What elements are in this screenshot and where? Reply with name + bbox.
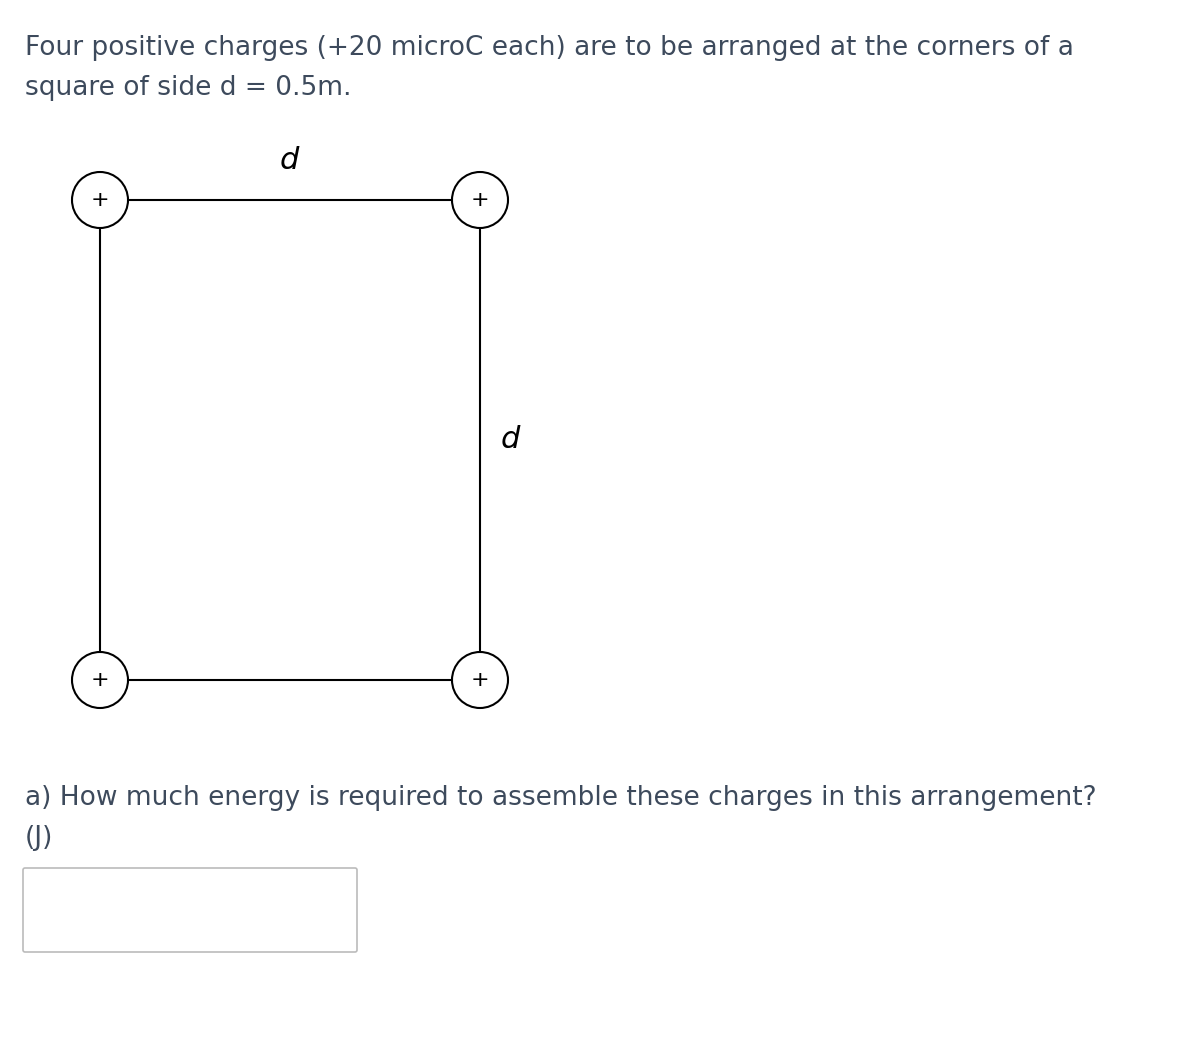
Text: +: + [471, 190, 489, 210]
Text: +: + [91, 190, 109, 210]
Text: Four positive charges (+20 microC each) are to be arranged at the corners of a: Four positive charges (+20 microC each) … [25, 35, 1073, 61]
Circle shape [72, 652, 128, 708]
Text: $d$: $d$ [279, 146, 301, 175]
Circle shape [72, 172, 128, 228]
FancyBboxPatch shape [23, 868, 357, 952]
Text: square of side d = 0.5m.: square of side d = 0.5m. [25, 75, 351, 101]
Circle shape [452, 172, 508, 228]
Text: +: + [471, 670, 489, 690]
Text: +: + [91, 670, 109, 690]
Text: (J): (J) [25, 825, 54, 851]
Text: $d$: $d$ [500, 425, 521, 455]
Text: a) How much energy is required to assemble these charges in this arrangement?: a) How much energy is required to assemb… [25, 785, 1096, 811]
Circle shape [452, 652, 508, 708]
